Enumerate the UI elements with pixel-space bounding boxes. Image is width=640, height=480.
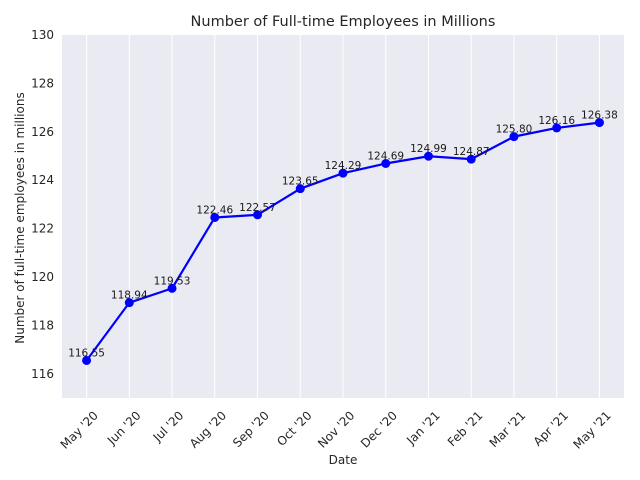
data-label: 118.94 xyxy=(111,290,148,302)
x-tick-label: Jul '20 xyxy=(150,408,187,445)
data-labels: 116.55 118.94 119.53 122.46 122.57 123.65 124.… xyxy=(68,110,618,360)
data-point xyxy=(124,298,134,308)
x-tick-label: May '21 xyxy=(570,408,613,451)
x-tick-label: May '20 xyxy=(58,408,101,451)
x-tick-label: Jan '21 xyxy=(403,408,443,448)
chart-title: Number of Full-time Employees in Million… xyxy=(191,14,496,30)
data-label: 124.99 xyxy=(410,143,447,155)
y-tick-label: 122 xyxy=(31,222,54,236)
y-tick-label: 128 xyxy=(31,76,54,90)
data-point xyxy=(423,151,433,161)
data-point xyxy=(466,154,476,164)
x-tick-label: Feb '21 xyxy=(445,408,486,449)
y-tick-label: 118 xyxy=(31,318,54,332)
y-tick-label: 116 xyxy=(31,367,54,381)
data-label: 124.87 xyxy=(453,146,490,158)
data-point xyxy=(338,168,348,178)
data-label: 126.38 xyxy=(581,110,618,122)
data-point xyxy=(295,184,305,194)
x-tick-label: Dec '20 xyxy=(358,408,400,450)
data-label: 124.29 xyxy=(325,160,362,172)
y-tick-label: 126 xyxy=(31,125,54,139)
data-point xyxy=(509,132,519,142)
y-tick-label: 120 xyxy=(31,270,54,284)
data-label: 126.16 xyxy=(538,115,575,127)
y-axis-ticks: 116 118 120 122 124 126 128 130 xyxy=(31,28,54,381)
data-point xyxy=(253,210,263,220)
x-tick-label: Nov '20 xyxy=(315,408,357,450)
data-label: 122.46 xyxy=(196,204,233,216)
y-tick-label: 130 xyxy=(31,28,54,42)
data-label: 122.57 xyxy=(239,202,276,214)
x-axis-ticks: May '20 Jun '20 Jul '20 Aug '20 Sep '20 Oct '… xyxy=(58,408,614,451)
gridlines xyxy=(86,35,600,398)
x-tick-label: Aug '20 xyxy=(187,408,229,450)
data-point xyxy=(167,283,177,293)
data-point xyxy=(82,355,92,365)
data-point xyxy=(210,212,220,222)
data-point xyxy=(594,118,604,128)
data-label: 125.80 xyxy=(496,124,533,136)
data-label: 124.69 xyxy=(367,151,404,163)
x-tick-label: Oct '20 xyxy=(274,408,314,448)
y-tick-label: 124 xyxy=(31,173,54,187)
data-label: 116.55 xyxy=(68,347,105,359)
data-label: 123.65 xyxy=(282,176,319,188)
data-markers xyxy=(82,118,604,365)
x-tick-label: Mar '21 xyxy=(487,408,529,450)
x-tick-label: Sep '20 xyxy=(230,408,272,450)
x-axis-label: Date xyxy=(329,453,358,467)
x-tick-label: Apr '21 xyxy=(531,408,571,448)
x-tick-label: Jun '20 xyxy=(104,408,144,448)
data-label: 119.53 xyxy=(154,275,191,287)
data-point xyxy=(381,159,391,169)
data-point xyxy=(552,123,562,133)
y-axis-label: Number of full-time employees in million… xyxy=(13,92,27,343)
